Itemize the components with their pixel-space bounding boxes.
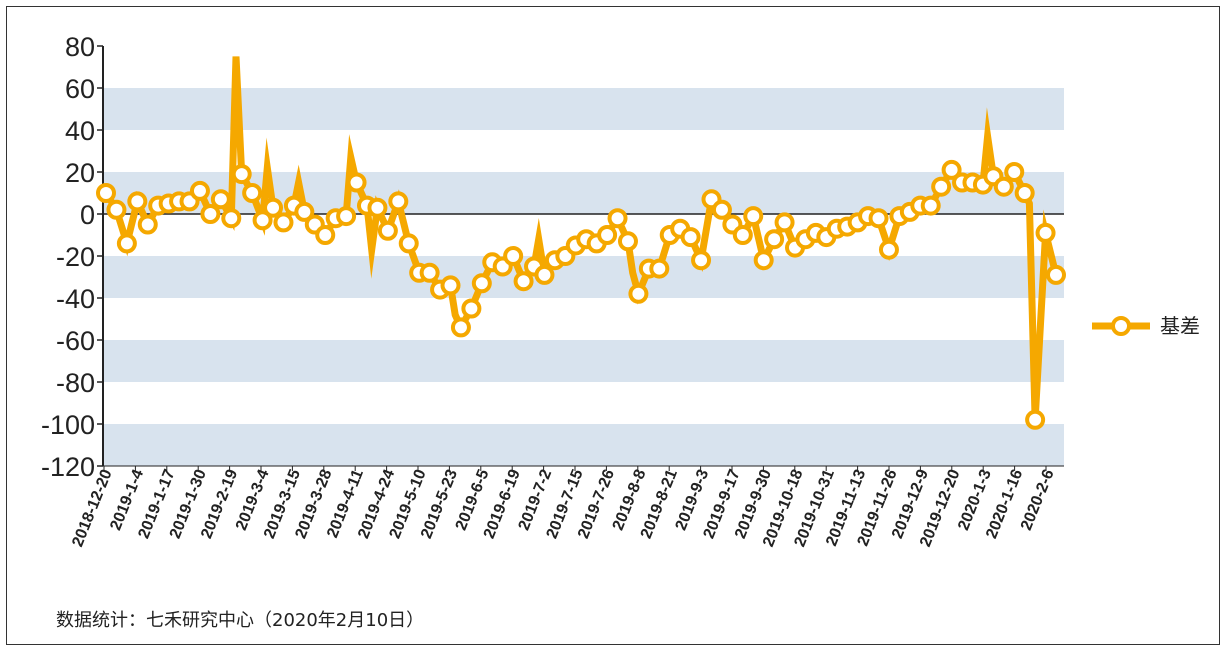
data-point [263, 197, 284, 218]
data-point [242, 183, 263, 203]
data-point [534, 264, 555, 285]
data-point [106, 199, 127, 220]
data-point [774, 212, 795, 233]
data-point [367, 197, 388, 218]
data-point [743, 206, 764, 227]
legend-marker [1111, 316, 1131, 336]
data-point [513, 271, 534, 292]
y-tick-label: -120 [41, 452, 95, 482]
data-point [336, 206, 357, 227]
data-point [273, 212, 294, 233]
legend: 基差 [1092, 314, 1200, 338]
y-tick-label: -20 [56, 242, 95, 272]
data-point [419, 262, 440, 283]
series-basis [96, 56, 1066, 430]
y-tick-label: -40 [56, 284, 95, 314]
data-point [398, 233, 419, 254]
data-point [868, 208, 889, 229]
y-tick-label: 40 [65, 116, 95, 146]
data-point [346, 172, 367, 193]
data-point [315, 225, 336, 245]
data-point [450, 317, 471, 338]
grid-band [103, 256, 1064, 298]
data-point [461, 298, 482, 319]
data-point [993, 176, 1014, 197]
data-point [200, 204, 221, 224]
background-bands [103, 88, 1064, 466]
data-point [210, 189, 231, 210]
data-point [471, 273, 492, 294]
data-point [691, 250, 712, 271]
data-point [137, 214, 158, 235]
data-point [294, 201, 315, 222]
data-point [931, 176, 952, 197]
data-point [753, 250, 774, 271]
data-point [941, 159, 962, 180]
data-point [732, 225, 753, 245]
grid-band [103, 340, 1064, 382]
y-tick-label: 80 [65, 32, 95, 62]
data-point [628, 283, 649, 304]
source-footnote: 数据统计：七禾研究中心（2020年2月10日） [56, 610, 425, 631]
data-point [221, 208, 242, 229]
data-point [1014, 183, 1035, 203]
data-point [1004, 162, 1025, 182]
data-point [440, 275, 461, 296]
grid-band [103, 424, 1064, 466]
data-point [680, 227, 701, 248]
data-point [252, 210, 273, 231]
data-point [607, 208, 628, 229]
data-point [1025, 409, 1046, 430]
y-tick-label: -100 [41, 410, 95, 440]
data-point [116, 233, 137, 254]
data-point [231, 164, 252, 185]
data-point [764, 229, 785, 250]
data-point [1046, 264, 1066, 285]
data-point [189, 180, 210, 201]
y-tick-label: -60 [56, 326, 95, 356]
x-axis-ticks: 2018-12-202019-1-42019-1-172019-1-302019… [69, 466, 1058, 549]
data-point [127, 191, 148, 212]
data-point [96, 183, 116, 203]
data-point [1035, 222, 1056, 243]
data-point [388, 191, 409, 212]
grid-band [103, 88, 1064, 130]
data-point [878, 239, 899, 260]
data-point [377, 220, 398, 241]
data-point [920, 195, 941, 216]
data-point [711, 199, 732, 220]
y-tick-label: 60 [65, 74, 95, 104]
data-point [617, 231, 638, 252]
legend-label: 基差 [1160, 314, 1200, 338]
y-tick-label: -80 [56, 368, 95, 398]
data-point [503, 246, 524, 266]
y-tick-label: 0 [80, 200, 95, 230]
data-point [649, 258, 670, 279]
y-tick-label: 20 [65, 158, 95, 188]
data-point [597, 225, 618, 245]
y-axis-ticks: 80 60 40 20 0 -20 -40 -60 -80 -100 -120 [41, 32, 103, 482]
